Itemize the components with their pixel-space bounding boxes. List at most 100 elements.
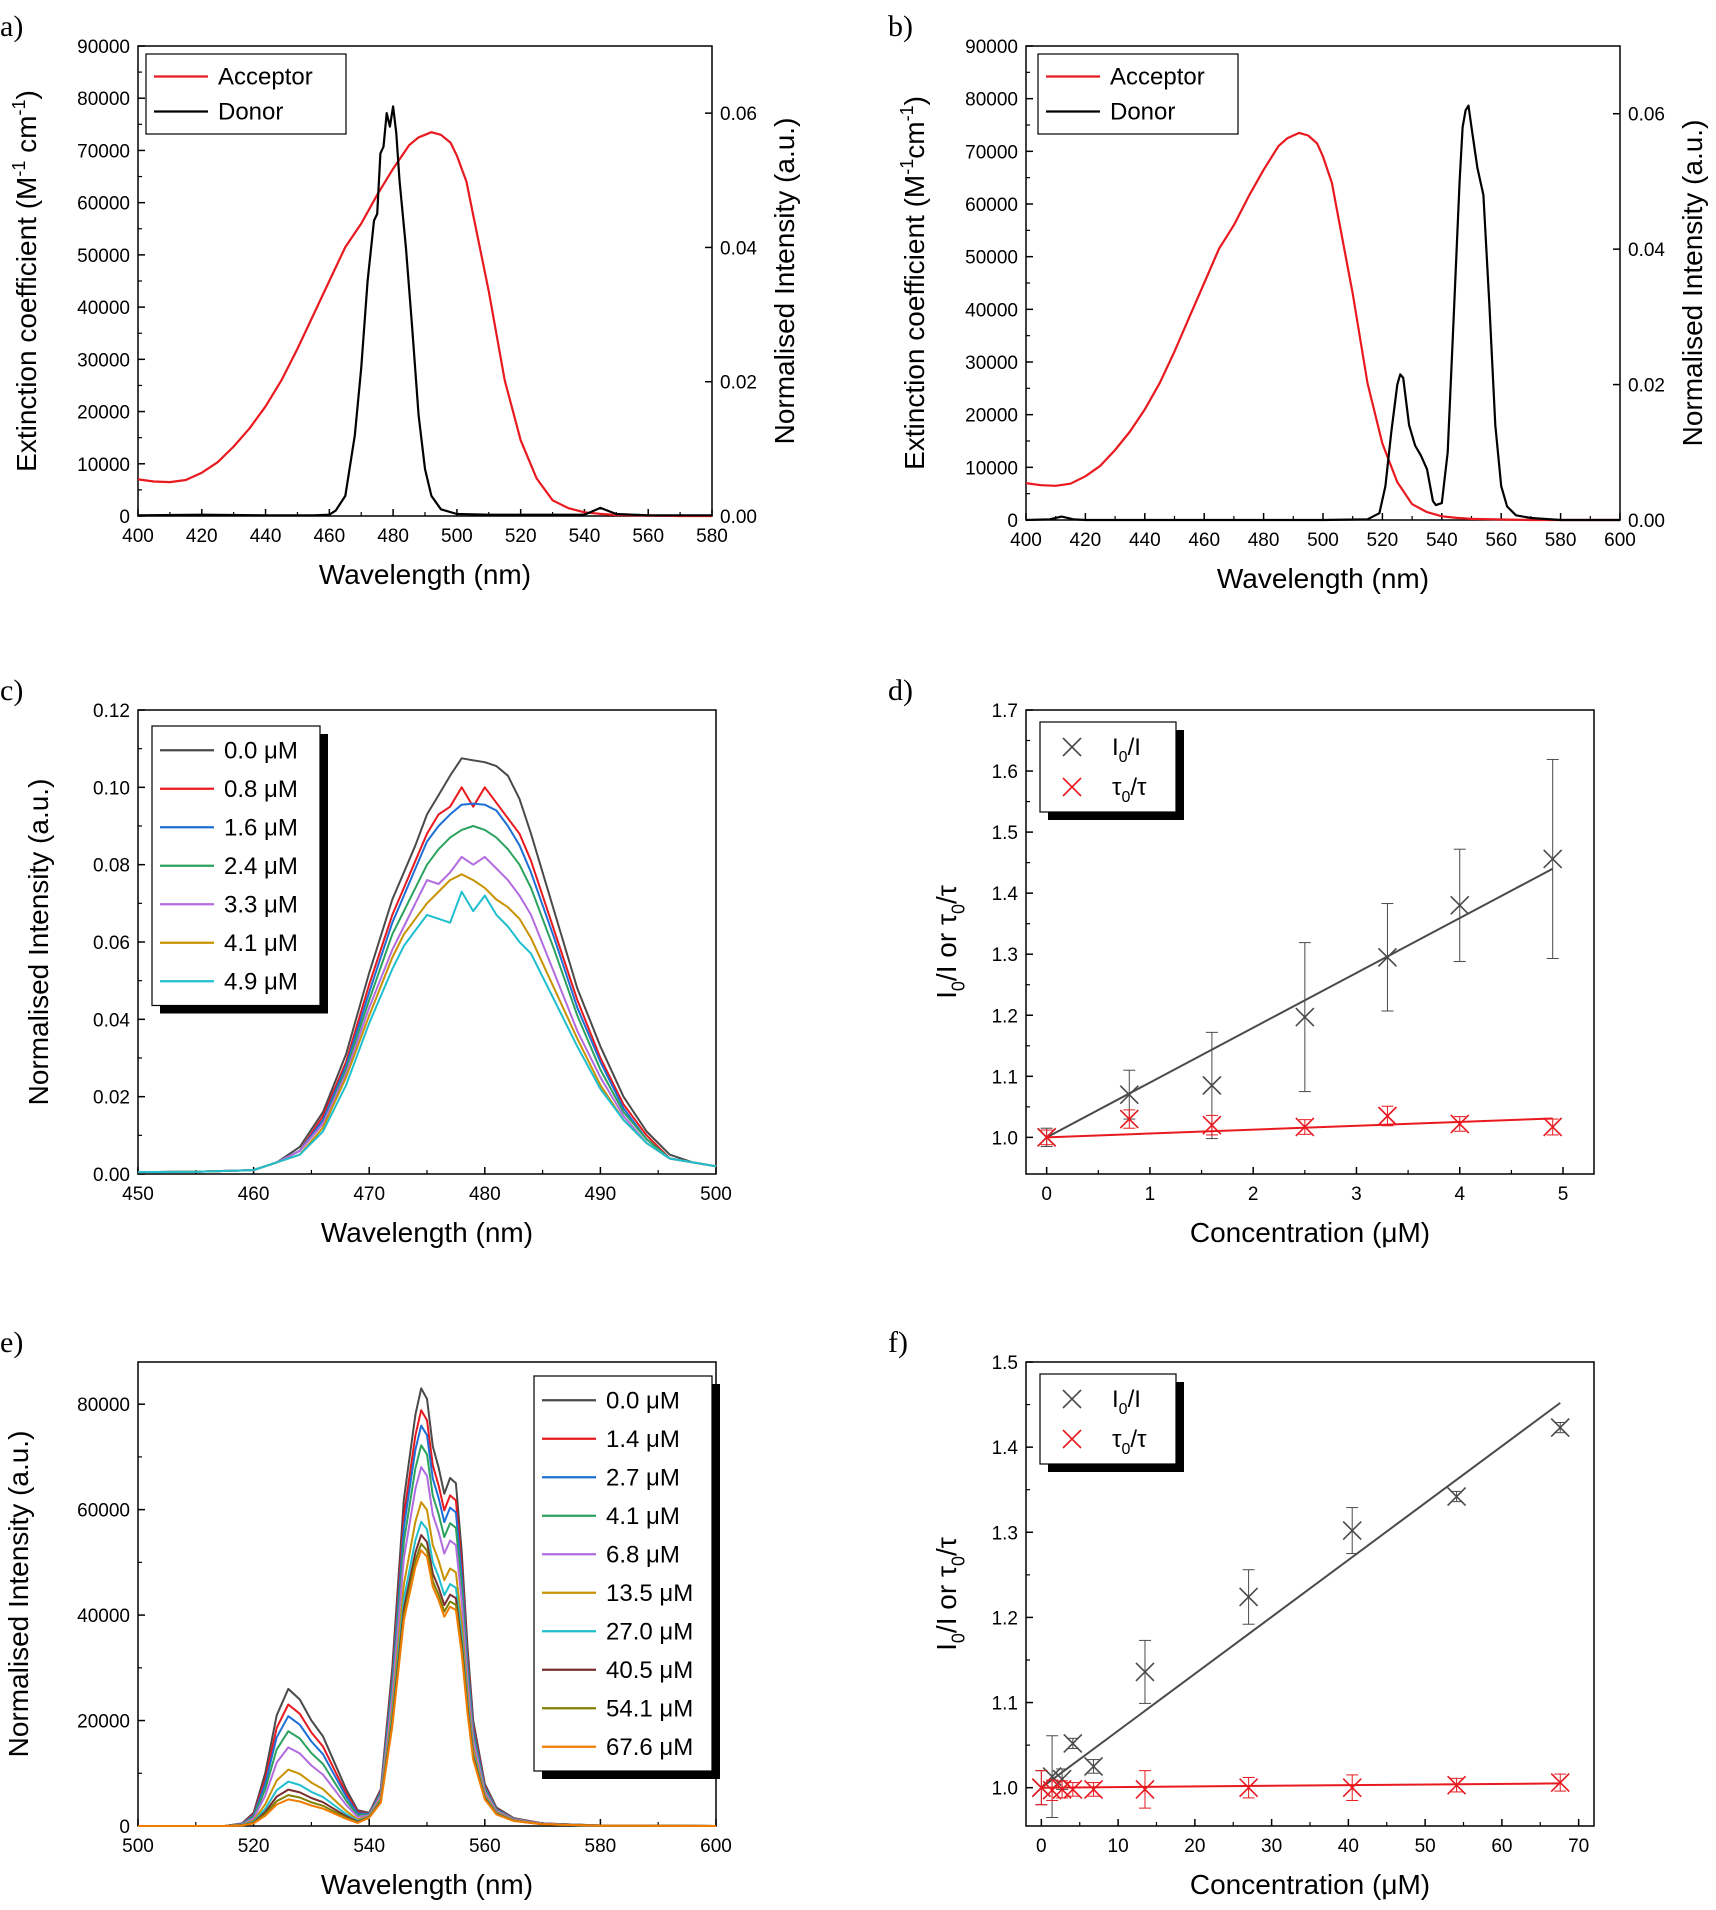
x-tick-label: 480 <box>1248 530 1280 551</box>
data-point <box>1119 1085 1139 1105</box>
y-right-tick-label: 0.04 <box>720 238 757 259</box>
series-line <box>137 757 717 1174</box>
y-tick-label: 20000 <box>77 1712 130 1733</box>
data-point <box>1377 947 1398 967</box>
panel-label: e) <box>0 1326 23 1359</box>
y-tick-label: 1.4 <box>992 1438 1019 1459</box>
y-axis-title: I0/I or τ0/τ <box>931 885 968 999</box>
panel-d: d) 0 1 2 3 4 5 1.0 1.1 1.2 1.3 1.4 1.5 1.6 1.7 Concentr… <box>888 674 1595 1248</box>
legend-entry-part: /I <box>1128 1386 1141 1413</box>
x-tick-label: 20 <box>1184 1836 1205 1857</box>
x-tick-label: 400 <box>122 526 154 547</box>
legend-entry-part: 0 <box>1119 1401 1128 1418</box>
y-tick-label: 20000 <box>965 406 1018 427</box>
legend-entry: 0.8 μM <box>224 776 298 803</box>
legend-marker <box>1062 1429 1082 1449</box>
y-tick-label: 0.00 <box>93 1165 130 1186</box>
panel-label: b) <box>888 10 913 43</box>
data-point <box>1119 1109 1139 1129</box>
y-tick-label: 0.04 <box>93 1010 130 1031</box>
y-tick-label: 40000 <box>965 300 1018 321</box>
x-tick-label: 60 <box>1491 1836 1512 1857</box>
legend-entry: I0/I <box>1112 1386 1141 1418</box>
y-tick-label: 30000 <box>77 350 130 371</box>
legend-entry: 27.0 μM <box>606 1618 693 1645</box>
data-point <box>1083 1756 1104 1776</box>
legend-entry: 4.9 μM <box>224 968 298 995</box>
y-tick-label: 50000 <box>965 248 1018 269</box>
data-point <box>1239 1587 1259 1607</box>
x-tick-label: 520 <box>1367 530 1399 551</box>
y-tick-label: 1.2 <box>992 1608 1018 1629</box>
y-axis-title-part: /τ <box>931 885 962 904</box>
plot-frame <box>1025 709 1595 1175</box>
x-tick-label: 5 <box>1558 1184 1569 1205</box>
legend-entry: 6.8 μM <box>606 1541 680 1568</box>
x-tick-label: 440 <box>250 526 282 547</box>
legend-marker <box>1062 737 1082 757</box>
legend-entry-part: I <box>1112 734 1119 761</box>
series-line <box>137 873 717 1174</box>
legend-box <box>1039 721 1177 813</box>
x-tick-label: 50 <box>1415 1836 1436 1857</box>
legend-entry: 2.4 μM <box>224 853 298 880</box>
y-tick-label: 0.10 <box>93 778 130 799</box>
legend-entry: 4.1 μM <box>606 1503 680 1530</box>
data-point <box>1052 1779 1072 1799</box>
y-right-tick-label: 0.00 <box>720 507 757 528</box>
y-axis-title-left: Extinction coefficient (M-1 cm-1) <box>9 90 42 472</box>
x-tick-label: 460 <box>238 1184 270 1205</box>
x-tick-label: 4 <box>1454 1184 1465 1205</box>
panel-f: f) 0 10 20 30 40 50 60 70 1.0 1.1 1.2 1.3 1.4 1.5 Conce… <box>888 1326 1595 1900</box>
legend-entry: 40.5 μM <box>606 1657 693 1684</box>
y-axis-title: Normalised Intensity (a.u.) <box>23 779 54 1106</box>
x-tick-label: 480 <box>377 526 409 547</box>
x-tick-label: 580 <box>696 526 728 547</box>
y-right-tick-label: 0.02 <box>720 373 757 394</box>
y-axis-title-left-part: cm <box>11 116 42 161</box>
legend-entry-part: 0 <box>1119 749 1128 766</box>
x-tick-label: 460 <box>1188 530 1220 551</box>
y-axis-title-part: 0 <box>948 981 968 991</box>
series-line-donor <box>1025 104 1620 522</box>
legend-entry: 67.6 μM <box>606 1734 693 1761</box>
x-tick-label: 2 <box>1248 1184 1259 1205</box>
panel-label: c) <box>0 674 23 707</box>
y-tick-label: 1.2 <box>992 1006 1018 1027</box>
data-point <box>1202 1115 1222 1135</box>
y-axis-title-part: 0 <box>948 1556 968 1566</box>
data-point <box>1450 1114 1470 1134</box>
panel-label: d) <box>888 674 913 707</box>
x-tick-label: 600 <box>700 1836 732 1857</box>
legend-entry: Acceptor <box>1110 64 1205 91</box>
data-point <box>1550 1773 1570 1793</box>
x-tick-label: 470 <box>353 1184 385 1205</box>
data-point <box>1295 1117 1315 1137</box>
x-axis-title: Concentration (μM) <box>1190 1217 1430 1248</box>
y-tick-label: 30000 <box>965 353 1018 374</box>
x-tick-label: 500 <box>122 1836 154 1857</box>
data-point <box>1447 1775 1467 1795</box>
x-tick-label: 540 <box>1426 530 1458 551</box>
legend-entry: Acceptor <box>218 64 313 91</box>
x-axis-title: Concentration (μM) <box>1190 1869 1430 1900</box>
y-tick-label: 10000 <box>77 455 130 476</box>
legend-entry: τ0/τ <box>1112 774 1147 806</box>
y-axis-title-left-part: -1 <box>9 100 29 116</box>
legend-entry-part: /τ <box>1130 774 1147 801</box>
series-line <box>137 802 717 1174</box>
x-tick-label: 520 <box>505 526 537 547</box>
x-tick-label: 480 <box>469 1184 501 1205</box>
y-tick-label: 1.5 <box>992 1353 1018 1374</box>
y-axis-title-left-part: Extinction coefficient (M <box>899 175 930 470</box>
x-tick-label: 0 <box>1036 1836 1047 1857</box>
legend-entry: 54.1 μM <box>606 1695 693 1722</box>
x-tick-label: 580 <box>1545 530 1577 551</box>
x-tick-label: 460 <box>313 526 345 547</box>
y-tick-label: 1.7 <box>992 701 1018 722</box>
x-axis-title: Wavelength (nm) <box>321 1869 533 1900</box>
legend-entry: Donor <box>1110 99 1175 126</box>
series-line <box>138 1466 717 1827</box>
data-point <box>1063 1733 1083 1753</box>
y-right-tick-label: 0.02 <box>1628 376 1665 397</box>
